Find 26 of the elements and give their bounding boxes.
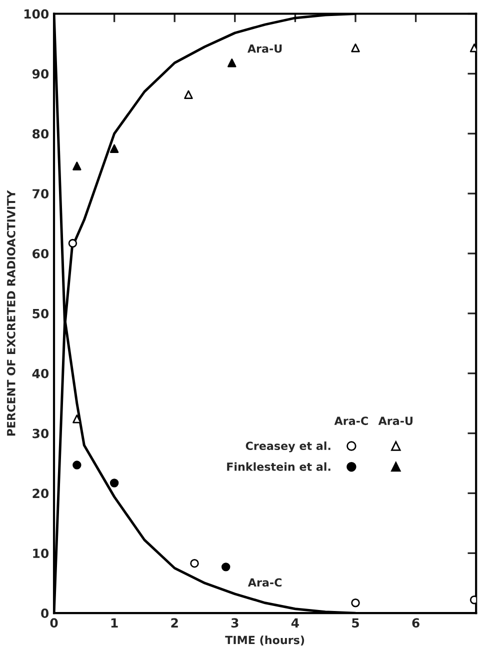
y-tick-label: 90 — [32, 69, 49, 79]
x-tick-label: 2 — [171, 618, 178, 628]
x-axis-title: TIME (hours) — [225, 636, 304, 646]
y-tick-label: 20 — [32, 488, 49, 498]
annotation: Ara-U — [378, 416, 412, 426]
y-tick-label: 0 — [41, 608, 49, 618]
y-tick-label: 100 — [24, 9, 49, 19]
x-tick-label: 6 — [412, 618, 420, 628]
x-tick-label: 0 — [50, 618, 58, 628]
x-tick-label: 4 — [291, 618, 299, 628]
x-tick-label: 5 — [352, 618, 359, 628]
y-tick-label: 10 — [33, 548, 49, 558]
series-label: Ara-U — [248, 44, 282, 53]
y-axis-title: PERCENT OF EXCRETED RADIOACTIVITY — [6, 190, 16, 436]
x-tick-label: 1 — [111, 618, 118, 628]
y-tick-label: 40 — [32, 368, 49, 378]
y-tick-label: 30 — [32, 428, 49, 438]
y-tick-label: 60 — [32, 248, 49, 258]
annotation: Ara-C — [334, 416, 368, 426]
y-tick-label: 80 — [32, 129, 49, 139]
y-tick-label: 70 — [32, 189, 49, 198]
legend-label: Creasey et al. — [246, 441, 330, 452]
x-tick-label: 3 — [231, 618, 238, 628]
legend-label: Finklestein et al. — [227, 462, 330, 471]
series-label: Ara-C — [248, 578, 282, 587]
y-tick-label: 50 — [32, 308, 49, 318]
